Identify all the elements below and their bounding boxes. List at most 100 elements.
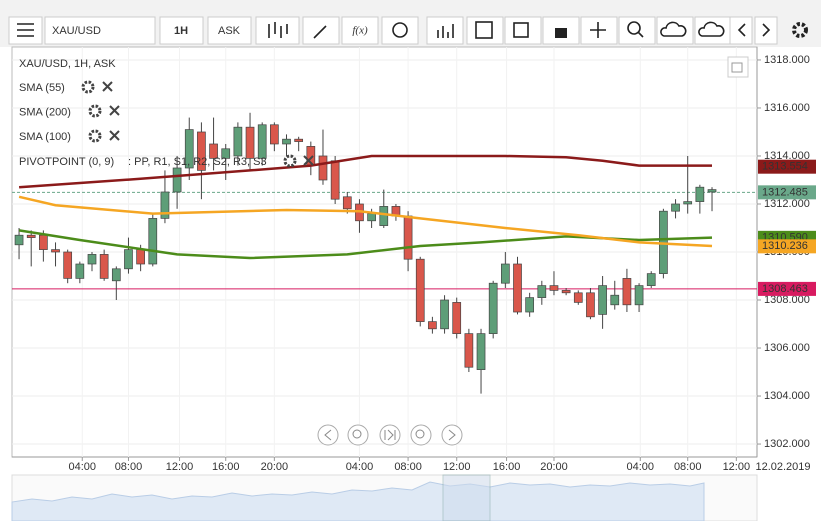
candle-body: [257, 124, 267, 159]
price-tag-label: 1310.236: [762, 240, 808, 252]
side: ASK: [218, 25, 241, 37]
candle-body: [111, 268, 121, 282]
candle-body: [500, 263, 510, 284]
legend-entry: SMA (100): [19, 131, 71, 143]
x-tick-label: 04:00: [69, 461, 97, 473]
price-tag-label: 1312.485: [762, 186, 808, 198]
candle-body: [14, 234, 24, 246]
x-tick-label: 12:00: [723, 461, 751, 473]
price-tag: [758, 159, 816, 174]
candle-body: [646, 273, 656, 286]
candle-body: [671, 203, 680, 212]
interval-select[interactable]: [159, 16, 204, 45]
y-tick-label: 1302.000: [764, 438, 810, 450]
legend-entry: SMA (200): [19, 106, 71, 118]
candle-body: [136, 249, 145, 265]
candle-body: [63, 251, 73, 279]
x-tick-label: 08:00: [115, 461, 143, 473]
candle-body: [598, 285, 607, 315]
symbol: XAU/USD: [52, 25, 101, 37]
price-tag: [758, 239, 816, 254]
y-tick-label: 1308.000: [764, 294, 810, 306]
x-tick-label: 08:00: [394, 461, 422, 473]
price-tag-label: 1313.554: [762, 161, 808, 173]
candle-body: [610, 294, 620, 306]
candle-body: [440, 299, 449, 330]
candle-body: [561, 290, 571, 294]
interval: 1H: [174, 25, 188, 37]
x-tick-label: 12:00: [166, 461, 194, 473]
price-tag: [758, 185, 816, 200]
x-tick-label: 16:00: [493, 461, 521, 473]
candle-body: [379, 206, 389, 226]
candle-body: [330, 160, 340, 200]
y-tick-label: 1314.000: [764, 150, 810, 162]
menu-button[interactable]: [8, 16, 43, 45]
candle-body: [586, 292, 595, 318]
pivot-label: PIVOTPOINT (0, 9): [19, 156, 114, 168]
candle-body: [488, 282, 498, 334]
candle-body: [452, 302, 462, 334]
candle-body: [270, 124, 279, 145]
candle-body: [124, 249, 133, 270]
candle-body: [282, 138, 291, 145]
candle-body: [549, 285, 559, 291]
y-tick-label: 1306.000: [764, 342, 810, 354]
expand-button[interactable]: [727, 56, 749, 78]
side-select[interactable]: [207, 16, 252, 45]
x-tick-label: 20:00: [540, 461, 568, 473]
legend: XAU/USD, 1H, ASK PIVOTPOINT (0, 9) : PP,…: [19, 58, 267, 168]
candle-body: [87, 254, 97, 265]
candle-body: [148, 218, 158, 265]
candle-body: [184, 129, 194, 169]
candle-body: [209, 143, 218, 159]
candle-body: [39, 234, 48, 250]
candle-body: [197, 131, 206, 171]
candle-body: [245, 126, 255, 159]
y-tick-label: 1318.000: [764, 54, 810, 66]
candle-body: [537, 285, 547, 298]
price-tag: [758, 281, 816, 296]
candle-body: [294, 138, 304, 142]
x-tick-label: 16:00: [212, 461, 240, 473]
navigator: [11, 474, 758, 521]
candle-body: [99, 254, 109, 279]
candle-body: [476, 333, 486, 370]
candle-body: [695, 186, 705, 202]
sma-line: [19, 154, 712, 189]
candle-body: [172, 167, 182, 193]
toolbar-icons[interactable]: [255, 16, 808, 45]
candle-body: [464, 333, 474, 368]
candle-body: [525, 297, 535, 313]
candle-body: [428, 321, 437, 330]
candle-body: [367, 213, 376, 222]
date-label: 12.02.2019: [755, 461, 810, 473]
candle-body: [683, 201, 693, 205]
candle-body: [415, 258, 425, 322]
legend-buttons[interactable]: [81, 80, 314, 168]
candle-body: [342, 196, 352, 210]
x-tick-label: 20:00: [261, 461, 289, 473]
candle-body: [707, 189, 717, 193]
x-tick-label: 12:00: [443, 461, 471, 473]
x-tick-label: 04:00: [346, 461, 374, 473]
candle-body: [622, 278, 632, 306]
y-tick-label: 1304.000: [764, 390, 810, 402]
candle-body: [573, 292, 583, 303]
candle-body: [634, 285, 644, 306]
candle-body: [233, 126, 243, 157]
sma-line: [18, 195, 713, 248]
price-tag-label: 1308.463: [762, 283, 808, 295]
x-tick-label: 08:00: [674, 461, 702, 473]
candle-body: [26, 234, 36, 238]
candle-body: [318, 155, 328, 181]
candle-body: [75, 263, 85, 279]
pivot-levels: : PP, R1, S1, R2, S2, R3, S3: [128, 156, 267, 168]
fx-button[interactable]: f(x): [352, 25, 368, 37]
y-tick-label: 1312.000: [764, 198, 810, 210]
symbol-input[interactable]: [44, 16, 156, 45]
instrument-label: XAU/USD, 1H, ASK: [19, 58, 116, 70]
navigation-buttons[interactable]: [317, 424, 463, 446]
candle-body: [51, 249, 60, 253]
